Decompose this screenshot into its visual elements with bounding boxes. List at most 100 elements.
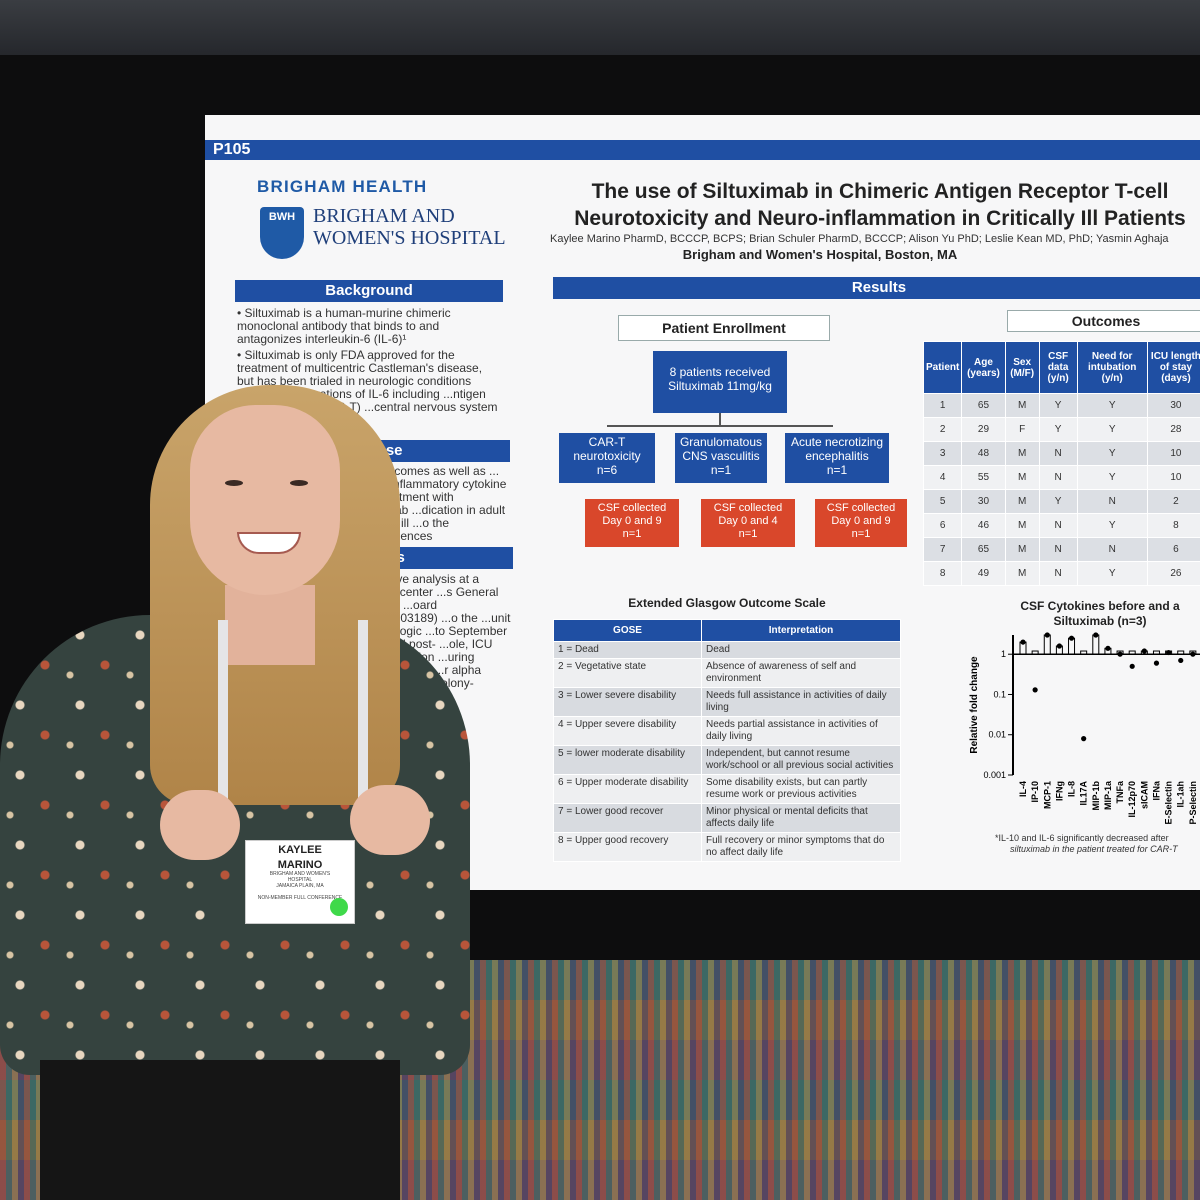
table-cell: 4	[922, 465, 963, 490]
outcomes-header: Outcomes	[1007, 310, 1200, 332]
table-cell: M	[1004, 489, 1040, 514]
chart-y-tick-label: 0.001	[983, 770, 1006, 780]
chart-point	[1178, 657, 1184, 664]
gose-col-header: Interpretation	[701, 619, 901, 642]
chart-x-tick-label: IL-8	[1067, 781, 1077, 797]
table-cell: 6 = Upper moderate disability	[553, 774, 702, 804]
poster-title-line1: The use of Siltuximab in Chimeric Antige…	[591, 180, 1169, 203]
group-n: n=1	[826, 463, 848, 477]
hospital-name-line2: WOMEN'S HOSPITAL	[313, 227, 506, 249]
table-row: 4 = Upper severe disability Needs partial…	[553, 716, 901, 746]
csf-box-3: CSF collected Day 0 and 9 n=1	[815, 499, 907, 547]
table-cell: 6	[922, 513, 963, 538]
chart-bar	[1128, 650, 1136, 655]
chart-point	[1117, 651, 1123, 657]
chart-x-tick-label: IP-10	[1030, 781, 1040, 803]
table-cell: Y	[1076, 393, 1148, 418]
table-cell: 30	[961, 489, 1006, 514]
table-cell: Y	[1076, 441, 1148, 466]
outcomes-col-header: ICU length of stay (days)	[1146, 341, 1200, 394]
connector	[607, 425, 833, 427]
poster-affiliation: Brigham and Women's Hospital, Boston, MA	[682, 247, 958, 262]
chart-x-tick-label: IFNg	[1054, 781, 1064, 801]
table-cell: Independent, but cannot resume work/scho…	[701, 745, 901, 775]
table-cell: 8 = Upper good recovery	[553, 832, 702, 862]
table-row: 6 = Upper moderate disability Some disabi…	[553, 774, 901, 804]
badge-org-line1: BRIGHAM AND WOMEN'S	[269, 871, 331, 877]
table-row: 8 = Upper good recovery Full recovery or …	[553, 832, 901, 862]
table-cell: F	[1004, 417, 1040, 442]
table-cell: 2	[1146, 489, 1200, 514]
enrollment-top-box: 8 patients received Siltuximab 11mg/kg	[653, 351, 787, 413]
table-cell: 10	[1146, 465, 1200, 490]
table-row: 4 55 M N Y 10	[922, 465, 1200, 490]
table-cell: 7 = Lower good recover	[553, 803, 702, 833]
chart-x-tick-label: sICAM	[1139, 781, 1149, 809]
table-cell: N	[1038, 537, 1078, 562]
table-cell: Minor physical or mental deficits that a…	[701, 803, 901, 833]
group-encephalitis: Acute necrotizing encephalitis n=1	[785, 433, 889, 483]
enrollment-header: Patient Enrollment	[618, 315, 830, 341]
outcomes-col-header: Sex (M/F)	[1004, 341, 1040, 394]
table-cell: 5 = lower moderate disability	[553, 745, 702, 775]
outcomes-table: Patient Age (years) Sex (M/F) CSF data (y/n…	[922, 341, 1200, 586]
chart-x-tick-label: MIP-1a	[1103, 780, 1113, 810]
chart-bar	[1177, 650, 1185, 655]
table-cell: 6	[1146, 537, 1200, 562]
chart-x-tick-label: IL-4	[1018, 781, 1028, 797]
table-row: 1 65 M Y Y 30	[922, 393, 1200, 418]
table-cell: 3	[922, 441, 963, 466]
chart-x-tick-label: P-Selectin	[1188, 781, 1198, 825]
table-cell: Y	[1038, 417, 1078, 442]
outcomes-col-header: Age (years)	[961, 341, 1006, 394]
table-cell: 3 = Lower severe disability	[553, 687, 702, 717]
badge-last-name: MARINO	[277, 859, 323, 871]
chart-x-tick-label: IL17A	[1079, 781, 1089, 806]
chart-bar	[1152, 650, 1160, 655]
gose-table: GOSE Interpretation 1 = Dead Dead 2 = Veget…	[553, 619, 901, 862]
chart-point	[1166, 649, 1172, 656]
table-row: 1 = Dead Dead	[553, 641, 901, 659]
csf-box-2: CSF collected Day 0 and 4 n=1	[701, 499, 795, 547]
chart-y-tick-label: 0.1	[993, 689, 1006, 699]
csf-days: Day 0 and 4	[718, 515, 778, 527]
table-row: 3 = Lower severe disability Needs full as…	[553, 687, 901, 717]
chart-point	[1032, 687, 1038, 693]
table-cell: 1	[922, 393, 963, 418]
table-cell: Y	[1076, 513, 1148, 538]
table-cell: 30	[1146, 393, 1200, 418]
chart-x-tick-label: MIP-1b	[1091, 781, 1101, 811]
chart-point	[1153, 660, 1160, 666]
table-cell: 28	[1146, 417, 1200, 442]
table-cell: Y	[1038, 393, 1078, 418]
csf-label: CSF collected	[597, 502, 667, 514]
table-cell: 1 = Dead	[553, 641, 702, 659]
table-row: 7 65 M N N 6	[922, 537, 1200, 562]
person-face	[190, 405, 340, 595]
gose-col-header: GOSE	[553, 619, 702, 642]
gose-title: Extended Glasgow Outcome Scale	[628, 596, 826, 610]
background-header: Background	[235, 280, 503, 302]
table-row: 7 = Lower good recover Minor physical or …	[553, 803, 901, 833]
chart-point	[1056, 643, 1062, 649]
csf-label: CSF collected	[713, 502, 783, 514]
poster-title-line2: Neurotoxicity and Neuro-inflammation in …	[574, 207, 1186, 230]
outcomes-table-body: 1 65 M Y Y 30 2 29 F Y Y 28 3 48 M N Y 10 4 55 M N Y 10 5 30 M Y N 2 6…	[922, 393, 1200, 586]
table-cell: 2 = Vegetative state	[553, 658, 702, 688]
table-cell: 49	[961, 561, 1006, 586]
chart-point	[1105, 645, 1111, 651]
table-cell: Y	[1038, 489, 1078, 514]
chart-y-label: Relative fold change	[969, 656, 980, 754]
hospital-name-line1: BRIGHAM AND	[313, 205, 455, 227]
person-neck	[225, 585, 315, 665]
table-cell: 4 = Upper severe disability	[553, 716, 702, 746]
table-cell: 48	[961, 441, 1006, 466]
connector	[719, 413, 721, 425]
group-n: n=1	[710, 463, 732, 477]
table-cell: M	[1004, 561, 1040, 586]
table-cell: M	[1004, 513, 1040, 538]
table-cell: 8	[1146, 513, 1200, 538]
person-eye	[225, 480, 243, 486]
table-cell: 2	[922, 417, 963, 442]
gose-table-body: 1 = Dead Dead 2 = Vegetative state Absence …	[553, 641, 901, 862]
